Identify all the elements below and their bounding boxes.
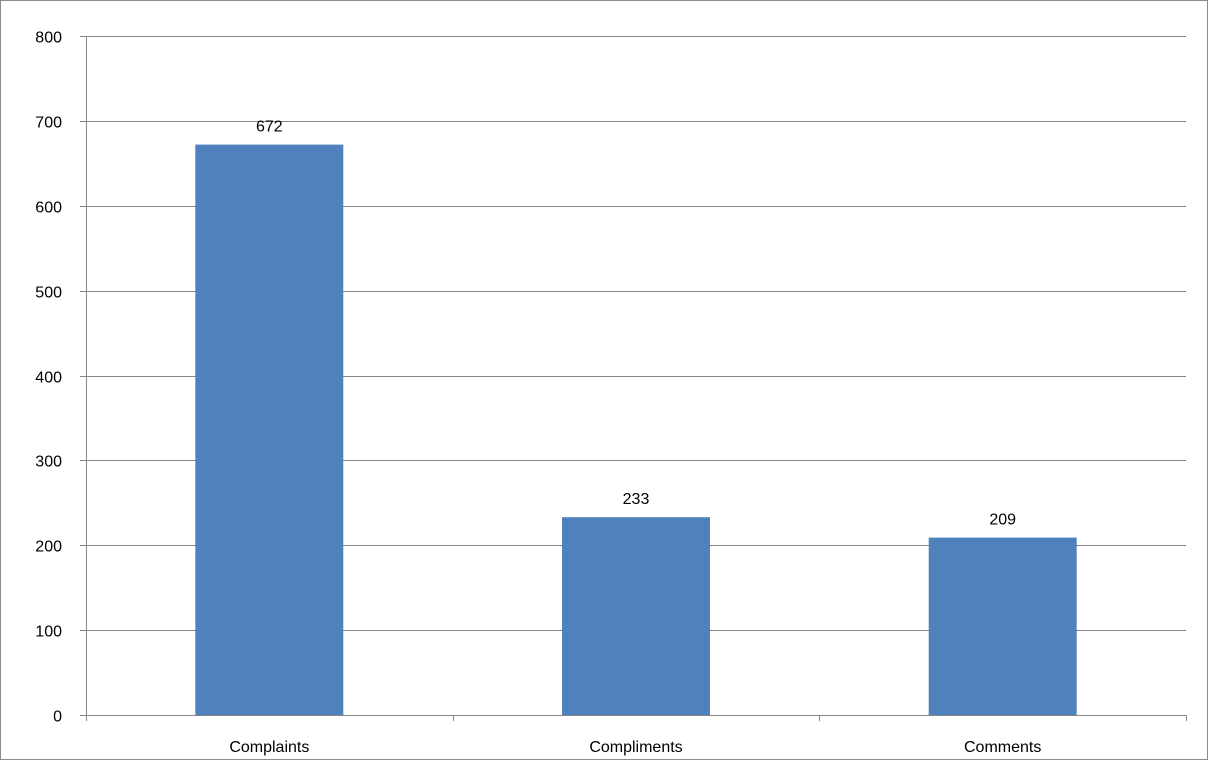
data-label: 672 [256, 119, 283, 136]
y-tick-labels: 0 100 200 300 400 500 600 700 800 [35, 30, 62, 726]
data-label: 209 [989, 512, 1016, 529]
data-label: 233 [623, 491, 650, 508]
y-tick-label: 500 [35, 285, 62, 302]
y-tick-label: 300 [35, 454, 62, 471]
bar [195, 144, 344, 716]
axes [80, 36, 1187, 721]
data-labels: 672 233 209 [256, 119, 1016, 529]
bar [562, 517, 710, 715]
y-tick-label: 800 [35, 30, 62, 47]
x-tick-labels: Complaints Compliments Comments [229, 739, 1041, 756]
y-tick-label: 100 [35, 624, 62, 641]
x-tick-label: Compliments [589, 739, 682, 756]
y-tick-label: 400 [35, 370, 62, 387]
bars [195, 144, 1077, 716]
y-tick-label: 200 [35, 539, 62, 556]
y-tick-label: 0 [53, 709, 62, 726]
x-tick-label: Comments [964, 739, 1041, 756]
y-tick-label: 700 [35, 115, 62, 132]
y-tick-label: 600 [35, 200, 62, 217]
bar [928, 537, 1077, 715]
x-tick-label: Complaints [229, 739, 309, 756]
